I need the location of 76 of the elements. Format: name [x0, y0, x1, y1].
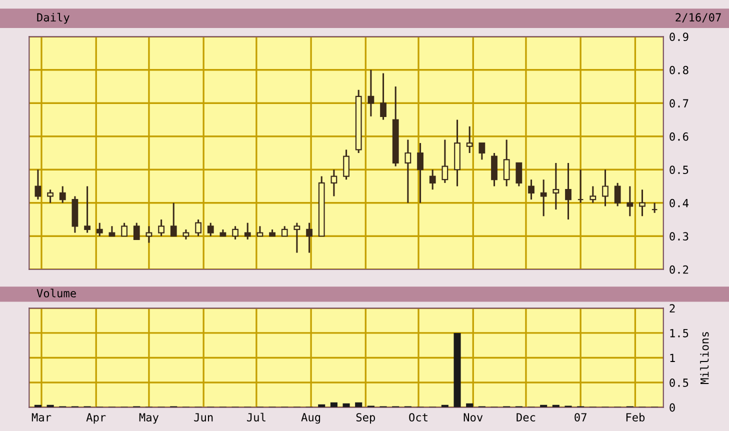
- candlestick: [380, 72, 386, 121]
- candlestick: [34, 168, 42, 200]
- y-tick-label: 0.7: [670, 99, 688, 108]
- x-tick-label: Oct: [409, 413, 428, 422]
- candlestick: [232, 225, 238, 240]
- y-tick-label: 0.6: [670, 132, 688, 141]
- candlestick: [404, 138, 412, 204]
- x-tick-label: Feb: [626, 412, 645, 422]
- bar: [454, 332, 461, 408]
- candlestick: [516, 162, 522, 188]
- x-tick-label: Jun: [194, 413, 213, 422]
- candlestick: [133, 222, 140, 240]
- y-tick-label: 0.9: [670, 32, 688, 42]
- y-tick-label: 1.5: [670, 329, 688, 338]
- y-tick-label: 0.3: [670, 232, 688, 241]
- x-tick-label: Dec: [516, 413, 536, 422]
- candlestick: [442, 138, 448, 184]
- candlestick: [170, 202, 177, 237]
- candlestick: [84, 185, 90, 234]
- candlestick: [343, 148, 350, 180]
- candlestick: [565, 162, 572, 220]
- candlestick: [207, 222, 214, 237]
- candlestick: [429, 168, 436, 190]
- candlestick: [478, 142, 486, 160]
- candlestick: [59, 185, 66, 204]
- chart-title: Daily: [37, 12, 70, 24]
- y-axis-title: Millions: [700, 332, 709, 384]
- y-tick-label: 0: [670, 403, 675, 412]
- candlestick: [47, 188, 54, 204]
- candlestick: [294, 222, 300, 254]
- candlestick: [330, 168, 338, 197]
- y-tick-label: 0.5: [670, 378, 688, 387]
- text: 2/16/07: [676, 13, 721, 22]
- y-tick-label: 0.5: [670, 166, 688, 174]
- x-tick-label: May: [139, 413, 159, 424]
- candlestick: [244, 222, 251, 240]
- candlestick: [146, 225, 152, 244]
- candlestick: [195, 218, 202, 237]
- y-tick-label: 2: [670, 304, 675, 312]
- candlestick: [503, 138, 510, 188]
- candlestick: [491, 152, 498, 188]
- x-tick-label: Apr: [86, 413, 106, 424]
- candlestick: [602, 168, 608, 207]
- x-tick-label: 07: [574, 413, 586, 422]
- bar: [355, 402, 362, 408]
- candlestick: [590, 185, 596, 204]
- candlestick: [577, 168, 584, 204]
- candlestick: [528, 178, 534, 200]
- candlestick: [639, 188, 646, 217]
- candlestick: [651, 202, 658, 214]
- x-tick-label: Jul: [246, 412, 266, 422]
- x-tick-label: Mar: [32, 413, 52, 422]
- y-tick-label: 0.8: [670, 66, 688, 74]
- candlestick: [626, 185, 634, 217]
- candlestick: [281, 225, 288, 237]
- x-tick-label: Sep: [356, 413, 376, 424]
- x-tick-label: Aug: [301, 413, 320, 424]
- chart-title: Volume: [36, 288, 76, 298]
- y-tick-label: 0.4: [670, 198, 688, 208]
- candlestick: [552, 162, 560, 210]
- candlestick: [182, 228, 190, 240]
- candlestick: [614, 182, 621, 207]
- candlestick: [108, 225, 116, 237]
- candlestick: [121, 222, 128, 237]
- candlestick: [158, 218, 164, 237]
- y-tick-label: 0.2: [670, 265, 688, 274]
- x-tick-label: Nov: [464, 413, 483, 422]
- y-tick-label: 1: [670, 354, 675, 362]
- candlestick: [256, 225, 264, 237]
- candlestick: [540, 178, 547, 217]
- candlestick: [466, 126, 473, 154]
- bar: [330, 402, 338, 408]
- candlestick: [306, 222, 312, 254]
- candlestick: [417, 142, 424, 204]
- candlestick: [96, 222, 103, 237]
- candlestick: [368, 69, 374, 118]
